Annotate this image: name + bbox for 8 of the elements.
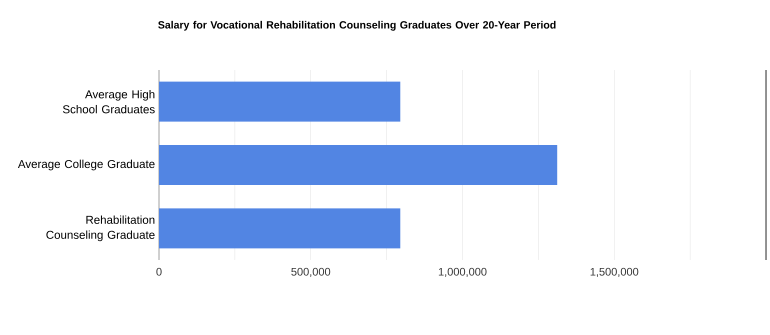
x-tick-label: 500,000 — [291, 268, 330, 277]
y-tick-label: Average College Graduate — [18, 160, 155, 170]
chart-title: Salary for Vocational Rehabilitation Counseling Graduates Over 20-Year Period — [158, 20, 556, 31]
x-tick-label: 1,000,000 — [438, 268, 487, 277]
x-tick-label: 1,500,000 — [590, 268, 638, 277]
x-tick-label: 0 — [156, 268, 162, 276]
y-tick-label: Rehabilitation Counseling Graduate — [46, 215, 155, 242]
y-tick-label: Average High School Graduates — [62, 90, 155, 114]
